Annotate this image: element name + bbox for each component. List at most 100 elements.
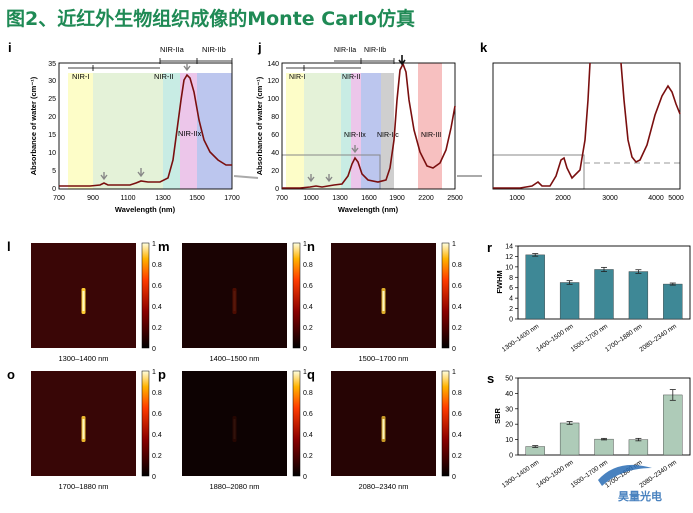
band-nir-iia (341, 73, 351, 189)
band-nir-ii (304, 73, 341, 189)
axes-frame-k (492, 62, 681, 190)
xtick-i: 1100 (120, 195, 135, 202)
ytick-j: 40 (271, 150, 279, 157)
bar-r (559, 282, 580, 320)
ytick-i: 35 (48, 61, 56, 68)
band-label-nir-ii: NIR-II (342, 74, 360, 81)
xtick-j: 1600 (361, 195, 377, 202)
yticks-s: 0 10 20 30 40 50 (505, 376, 518, 460)
colorbar-tick: 0.2 (452, 325, 462, 332)
ytick-label-r: 6 (509, 285, 513, 292)
xtick-j: 2500 (447, 195, 463, 202)
panel-i: i NIR-I NIR-II NIR-IIa NIR-IIb NIR-IIx 0… (8, 40, 240, 214)
panel-s: s 0 10 20 30 40 50 SBR 1300–1400 nm1400–1500 … (487, 371, 691, 490)
signal-core (382, 291, 385, 311)
colorbar-tick: 0.8 (452, 262, 462, 269)
signal-core (82, 419, 85, 439)
xtick-i: 1300 (155, 195, 171, 202)
colorbar (141, 242, 150, 349)
band-label-nir-iib: NIR-IIb (364, 47, 386, 54)
signal-core (233, 419, 236, 439)
colorbar-tick: 0 (452, 346, 456, 353)
axes-frame-j (281, 62, 456, 190)
ytick-i: 15 (48, 132, 56, 139)
signal-core (82, 291, 85, 311)
colorbar-tick: 0.4 (452, 432, 462, 439)
xtick-j: 2200 (418, 195, 434, 202)
colorbar-tick: 1 (452, 369, 456, 376)
ytick-label-s: 30 (505, 406, 513, 413)
panel-label-k: k (480, 40, 488, 55)
image-caption: 1300–1400 nm (58, 354, 108, 363)
panel-label-i: i (8, 40, 12, 55)
ytick-label-r: 0 (509, 317, 513, 324)
ylabel-i: Absorbance of water (cm⁻¹) (29, 76, 38, 175)
xtick-label-r: 1300–1400 nm (501, 323, 541, 354)
bar-r (594, 269, 614, 320)
bar-s (663, 394, 683, 456)
ytick-label-s: 40 (505, 391, 513, 398)
ytick-label-s: 50 (505, 376, 513, 383)
image-caption: 1880–2080 nm (209, 482, 259, 491)
panel-label-r: r (487, 240, 492, 255)
peak-arrows-j (307, 145, 359, 183)
band-label-nir-i: NIR-I (72, 72, 90, 81)
zoom-box-k (492, 154, 585, 190)
fluorescence-image (182, 243, 287, 348)
image-caption: 1400–1500 nm (209, 354, 259, 363)
xtick-j: 1000 (303, 195, 319, 202)
colorbar-tick: 0.6 (152, 411, 162, 418)
colorbar-tick: 0.6 (452, 283, 462, 290)
colorbar-tick: 0.4 (152, 432, 162, 439)
colorbar-tick: 1 (303, 241, 307, 248)
colorbar-tick: 0.2 (152, 453, 162, 460)
colorbar-tick: 0.6 (452, 411, 462, 418)
axes-frame-i (58, 62, 233, 190)
colorbar-tick: 0 (152, 346, 156, 353)
signal-core (233, 291, 236, 311)
bar-s (628, 439, 649, 456)
image-panel-o: o 1 0.8 0.6 0.4 0.2 0 1700–1880 nm (7, 367, 162, 491)
water-absorbance-curve-k (493, 62, 681, 189)
colorbar-tick: 0.8 (452, 390, 462, 397)
ytick-label-s: 10 (505, 437, 513, 444)
band-label-nir-iic: NIR-IIc (377, 132, 399, 139)
band-nir-iii (418, 63, 442, 189)
colorbar-tick: 0.2 (452, 453, 462, 460)
colorbar-tick: 0.2 (152, 325, 162, 332)
ytick-i: 0 (52, 186, 56, 193)
xtick-label-s: 2080–2340 nm (638, 459, 678, 490)
colorbar (441, 242, 450, 349)
image-panel-m: m 1 0.8 0.6 0.4 0.2 0 1400–1500 nm (158, 239, 313, 363)
image-panel-label: o (7, 367, 15, 382)
peak-arrows-i (100, 63, 191, 181)
water-absorbance-curve-i (59, 73, 232, 187)
ytick-label-s: 0 (509, 453, 513, 460)
xtick-label-r: 1700–1880 nm (604, 323, 644, 354)
xtick-label-r: 2080–2340 nm (638, 323, 678, 354)
colorbar (292, 242, 301, 349)
panel-label-j: j (257, 40, 262, 55)
ytick-i: 5 (52, 168, 56, 175)
image-panel-label: m (158, 239, 170, 254)
bars-r (525, 253, 683, 320)
xtick-label-s: 1300–1400 nm (501, 459, 541, 490)
xtick-k: 1000 (509, 195, 525, 202)
watermark-logo: 昊量光电 (598, 464, 662, 503)
colorbar-tick: 0.4 (303, 304, 313, 311)
image-panel-label: n (307, 239, 315, 254)
colorbar-tick: 1 (152, 241, 156, 248)
image-caption: 1700–1880 nm (58, 482, 108, 491)
band-nir-ii (93, 73, 163, 189)
colorbar-tick: 0.8 (303, 390, 313, 397)
fluorescence-image (182, 371, 287, 476)
band-nir-iix (351, 73, 361, 189)
ytick-j: 100 (267, 96, 279, 103)
image-panel-l: l 1 0.8 0.6 0.4 0.2 0 1300–1400 nm (7, 239, 162, 363)
band-label-nir-i: NIR-I (289, 74, 305, 81)
band-nir-iib (197, 73, 232, 189)
image-caption: 1500–1700 nm (358, 354, 408, 363)
band-nir-i (286, 73, 304, 189)
ytick-label-r: 2 (509, 306, 513, 313)
xtick-label-r: 1500–1700 nm (570, 323, 610, 354)
